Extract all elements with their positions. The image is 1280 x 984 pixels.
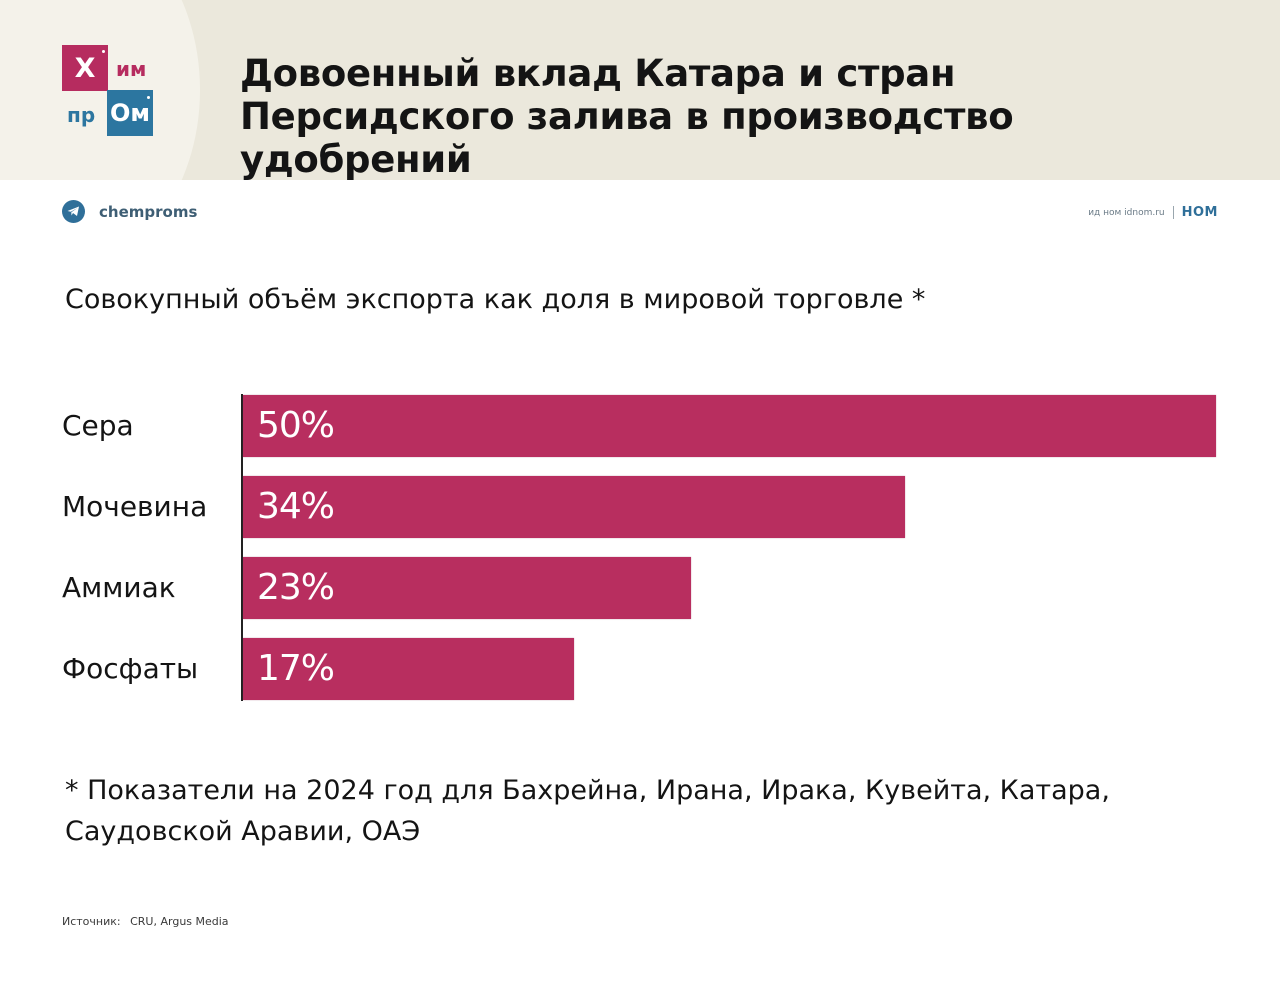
bar bbox=[243, 395, 1216, 457]
telegram-handle: chemproms bbox=[99, 202, 198, 221]
page-title: Довоенный вклад Катара и стран Персидско… bbox=[240, 52, 1014, 180]
bar bbox=[243, 557, 691, 619]
telegram-link[interactable]: chemproms bbox=[62, 200, 197, 223]
publisher-logo: НОМ bbox=[1181, 205, 1218, 220]
chart-title: Совокупный объём экспорта как доля в мир… bbox=[65, 284, 926, 315]
y-axis-line bbox=[241, 394, 243, 701]
bar-value-label: 50% bbox=[257, 405, 335, 446]
logo-square-red: Х bbox=[62, 45, 108, 91]
logo: Х им пр Ом bbox=[62, 45, 157, 140]
source-note: Источник: CRU, Argus Media bbox=[62, 915, 235, 928]
category-label: Сера bbox=[62, 409, 134, 442]
source-value: CRU, Argus Media bbox=[130, 915, 229, 928]
source-label: Источник: bbox=[62, 915, 121, 928]
bar-chart: Сера 50% Мочевина 34% Аммиак 23% Фосфаты 17% bbox=[0, 380, 1280, 720]
logo-text-pr: пр bbox=[67, 103, 96, 127]
publisher-site: ид ном idnom.ru bbox=[1088, 207, 1165, 218]
bar-value-label: 23% bbox=[257, 567, 335, 608]
publisher-brand: ид ном idnom.ru НОМ bbox=[1088, 205, 1218, 220]
header: Х им пр Ом Довоенный вклад Катара и стра… bbox=[0, 0, 1280, 180]
category-label: Мочевина bbox=[62, 490, 208, 523]
bar-value-label: 34% bbox=[257, 486, 335, 527]
footnote: * Показатели на 2024 год для Бахрейна, И… bbox=[65, 775, 1110, 847]
bar-value-label: 17% bbox=[257, 648, 335, 689]
telegram-icon bbox=[62, 200, 85, 223]
logo-text-im: им bbox=[116, 57, 147, 81]
logo-letter-x: Х bbox=[74, 52, 96, 84]
logo-square-blue: Ом bbox=[107, 90, 153, 136]
bar bbox=[243, 638, 574, 700]
logo-dot bbox=[147, 96, 150, 99]
brand-divider bbox=[1172, 206, 1174, 219]
category-label: Фосфаты bbox=[62, 652, 199, 685]
category-label: Аммиак bbox=[62, 571, 176, 604]
bar bbox=[243, 476, 905, 538]
logo-dot bbox=[102, 50, 105, 53]
logo-letters-om: Ом bbox=[109, 99, 151, 127]
